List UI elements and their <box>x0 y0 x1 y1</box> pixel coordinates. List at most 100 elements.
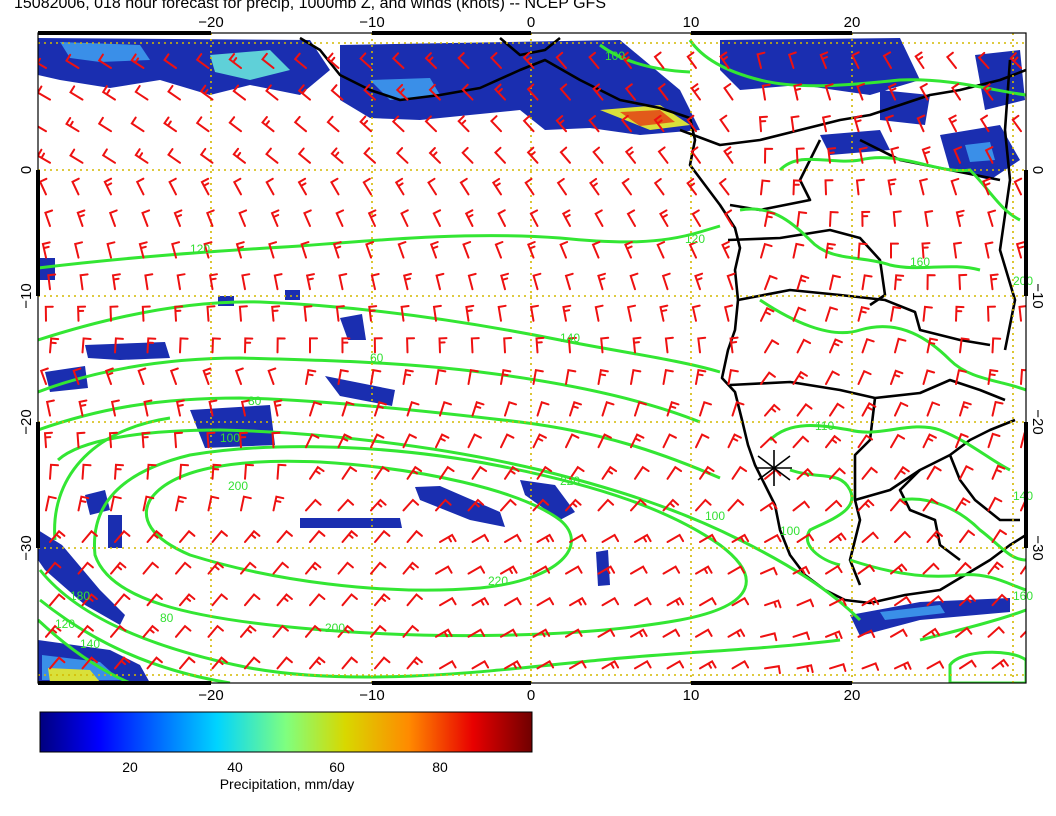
wind-barb <box>952 241 962 259</box>
wind-barb <box>719 51 730 69</box>
wind-barb <box>699 596 717 607</box>
wind-barb <box>467 498 485 512</box>
wind-barb <box>395 147 409 164</box>
wind-barb <box>522 51 535 69</box>
contour-outer2 <box>39 598 231 683</box>
wind-barb <box>827 147 837 164</box>
wind-barb <box>341 529 358 543</box>
wind-barb <box>432 304 442 322</box>
wind-barb <box>211 337 221 354</box>
wind-barb <box>661 272 671 291</box>
wind-barb <box>991 400 1004 417</box>
wind-barb <box>176 273 186 291</box>
wind-barb <box>146 593 163 607</box>
wind-barb <box>103 177 113 196</box>
wind-barb <box>979 114 990 133</box>
wind-barb <box>959 400 972 417</box>
wind-barb <box>630 433 645 449</box>
border-6 <box>948 454 1020 522</box>
wind-barb <box>916 114 926 133</box>
wind-barb <box>796 533 815 543</box>
wind-barb <box>764 403 781 417</box>
wind-barb <box>829 532 847 543</box>
colorbar-tick-80: 80 <box>432 759 448 775</box>
wind-barb <box>982 177 991 196</box>
wind-barb <box>500 433 515 449</box>
wind-barb <box>764 147 774 164</box>
wind-barb <box>341 656 358 670</box>
wind-barb <box>565 628 583 638</box>
wind-barb <box>73 241 83 259</box>
wind-barb <box>626 304 636 322</box>
wind-barb <box>686 114 697 133</box>
wind-barb <box>276 463 287 480</box>
wind-barb <box>272 561 289 575</box>
wind-barb <box>529 209 539 227</box>
wind-barb <box>824 83 834 101</box>
wind-barb <box>406 656 423 670</box>
contour-land-2 <box>599 43 691 74</box>
wind-barb <box>567 336 577 354</box>
wind-barb <box>370 433 385 449</box>
lon-tick-bottom-minus20: −20 <box>198 687 223 704</box>
wind-barb <box>400 209 409 227</box>
wind-barb <box>796 598 815 608</box>
wind-barb <box>45 399 55 417</box>
wind-barb <box>173 431 183 449</box>
wind-barb <box>792 500 810 512</box>
wind-barb <box>853 114 863 133</box>
wind-barb <box>47 273 57 291</box>
wind-barb <box>179 593 196 607</box>
wind-barb <box>982 83 994 101</box>
border-2 <box>737 288 991 347</box>
wind-barb <box>796 403 813 417</box>
wind-barb <box>855 178 865 196</box>
wind-barb <box>861 337 875 354</box>
wind-barb <box>402 561 419 575</box>
wind-barb <box>211 463 222 480</box>
wind-barb <box>695 565 713 575</box>
wind-barb <box>77 495 90 512</box>
wind-barb <box>305 624 322 638</box>
contour-land-7 <box>789 468 854 567</box>
wind-barb <box>208 273 218 291</box>
contour-label: 110 <box>815 419 834 433</box>
wind-barb <box>589 177 600 196</box>
wind-barb <box>81 656 98 670</box>
wind-barb <box>825 630 843 639</box>
wind-barb <box>792 179 802 196</box>
wind-barb <box>890 498 907 512</box>
wind-barb <box>111 273 121 291</box>
wind-barb <box>987 368 999 385</box>
wind-barb <box>38 54 47 69</box>
contour-label: 100 <box>605 49 625 63</box>
geopotential-contours <box>38 39 1026 683</box>
wind-barb <box>497 209 506 227</box>
wind-barb <box>1015 241 1025 259</box>
wind-barb <box>504 401 517 417</box>
wind-barb <box>309 656 326 670</box>
wind-barb <box>825 370 840 385</box>
wind-barb <box>171 241 180 259</box>
wind-barb <box>163 53 177 69</box>
wind-barb <box>500 565 518 575</box>
wind-barb <box>657 83 669 101</box>
wind-barb <box>394 177 405 196</box>
wind-barb <box>240 399 250 417</box>
wind-barb <box>731 660 750 670</box>
wind-barb <box>76 431 86 449</box>
wind-barb <box>620 114 632 133</box>
wind-barb <box>666 401 680 417</box>
wind-barb <box>500 498 517 512</box>
wind-barb <box>77 561 94 575</box>
wind-barb <box>146 463 157 480</box>
wind-barb <box>694 272 704 291</box>
wind-barb <box>199 147 214 164</box>
wind-barb <box>39 367 49 385</box>
wind-barb <box>723 304 733 322</box>
wind-barb <box>168 177 177 196</box>
wind-barb <box>887 178 897 196</box>
west-africa-coast <box>299 36 1026 605</box>
wind-barb <box>662 369 674 385</box>
lon-tick-top-minus20: −20 <box>198 14 223 31</box>
